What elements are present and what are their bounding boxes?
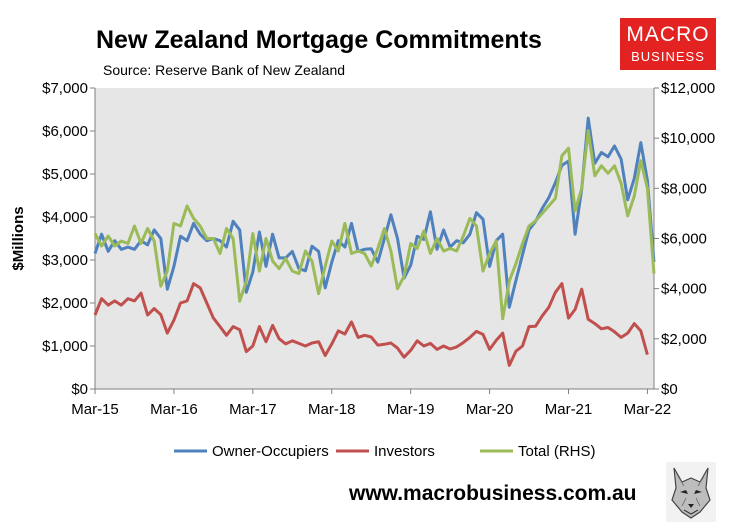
x-tick-label: Mar-17 [229,401,277,418]
x-tick-label: Mar-18 [308,401,356,418]
legend-label-investors: Investors [374,443,435,460]
x-tick-label: Mar-20 [466,401,514,418]
chart-subtitle: Source: Reserve Bank of New Zealand [103,62,346,78]
y2-tick-label: $8,000 [661,180,707,197]
macrobusiness-logo: MACRO BUSINESS [620,18,716,70]
logo-line-business: BUSINESS [631,49,705,64]
y-tick-label: $1,000 [42,338,88,355]
y-tick-label: $3,000 [42,252,88,269]
series-line-total-rhs [93,129,656,321]
y2-tick-label: $12,000 [661,80,715,97]
chart-title: New Zealand Mortgage Commitments [96,26,542,54]
y-tick-label: $0 [71,381,88,398]
y2-tick-label: $4,000 [661,281,707,298]
logo-line-macro: MACRO [626,23,710,46]
y-tick-label: $2,000 [42,295,88,312]
y2-tick-label: $10,000 [661,130,715,147]
y2-tick-label: $2,000 [661,331,707,348]
tick-labels: $0 $1,000 $2,000 $3,000 $4,000 $5,000 $6,000 $7… [42,80,715,418]
x-tick-label: Mar-21 [545,401,593,418]
y2-tick-label: $6,000 [661,231,707,248]
wolf-icon [666,462,716,522]
x-tick-label: Mar-15 [71,401,119,418]
y2-tick-label: $0 [661,381,678,398]
series-line-investors [93,282,649,367]
y-tick-label: $7,000 [42,80,88,97]
chart-axes [90,87,659,394]
y-tick-label: $4,000 [42,209,88,226]
x-tick-label: Mar-16 [150,401,198,418]
y-axis-title: $Millions [10,206,27,270]
chart-legend: Owner-Occupiers Investors Total (RHS) [174,443,596,460]
series-lines [93,116,656,367]
legend-label-owner-occupiers: Owner-Occupiers [212,443,329,460]
y-tick-label: $5,000 [42,166,88,183]
y-tick-label: $6,000 [42,123,88,140]
legend-label-total-rhs: Total (RHS) [518,443,596,460]
x-tick-label: Mar-19 [387,401,435,418]
website-url: www.macrobusiness.com.au [349,482,637,505]
x-tick-label: Mar-22 [624,401,672,418]
